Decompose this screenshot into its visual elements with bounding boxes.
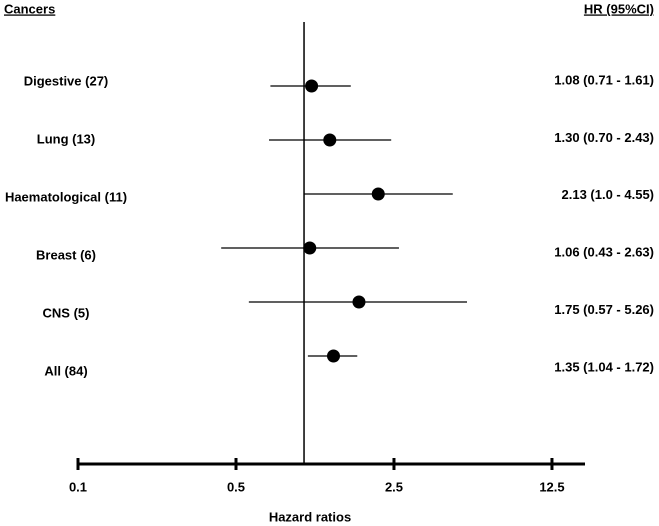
value-label: 2.13 (1.0 - 4.55) bbox=[562, 187, 655, 202]
row-label: Digestive (27) bbox=[24, 73, 109, 88]
value-label: 1.08 (0.71 - 1.61) bbox=[554, 72, 654, 87]
x-tick-label: 12.5 bbox=[539, 479, 564, 494]
x-axis-label: Hazard ratios bbox=[269, 509, 351, 524]
value-label: 1.06 (0.43 - 2.63) bbox=[554, 245, 654, 260]
x-tick-label: 0.1 bbox=[69, 479, 87, 494]
value-header: HR (95%CI) bbox=[584, 1, 654, 16]
point bbox=[352, 295, 366, 309]
row-label: All (84) bbox=[44, 363, 87, 378]
row-label: Lung (13) bbox=[37, 131, 96, 146]
point bbox=[323, 133, 337, 147]
point bbox=[305, 79, 319, 93]
value-label: 1.75 (0.57 - 5.26) bbox=[554, 302, 654, 317]
row-label: Breast (6) bbox=[36, 247, 96, 262]
x-tick-label: 2.5 bbox=[385, 479, 403, 494]
point bbox=[303, 241, 317, 255]
row-label: Haematological (11) bbox=[5, 189, 127, 204]
value-label: 1.35 (1.04 - 1.72) bbox=[554, 359, 654, 374]
value-label: 1.30 (0.70 - 2.43) bbox=[554, 130, 654, 145]
point bbox=[326, 349, 340, 363]
point bbox=[371, 187, 385, 201]
row-header: Cancers bbox=[4, 1, 55, 16]
x-tick-label: 0.5 bbox=[227, 479, 245, 494]
row-label: CNS (5) bbox=[43, 305, 90, 320]
